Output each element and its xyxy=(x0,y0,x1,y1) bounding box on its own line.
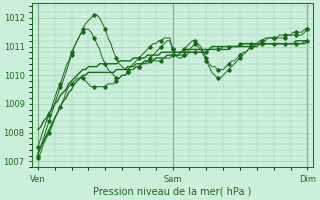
X-axis label: Pression niveau de la mer( hPa ): Pression niveau de la mer( hPa ) xyxy=(93,187,252,197)
